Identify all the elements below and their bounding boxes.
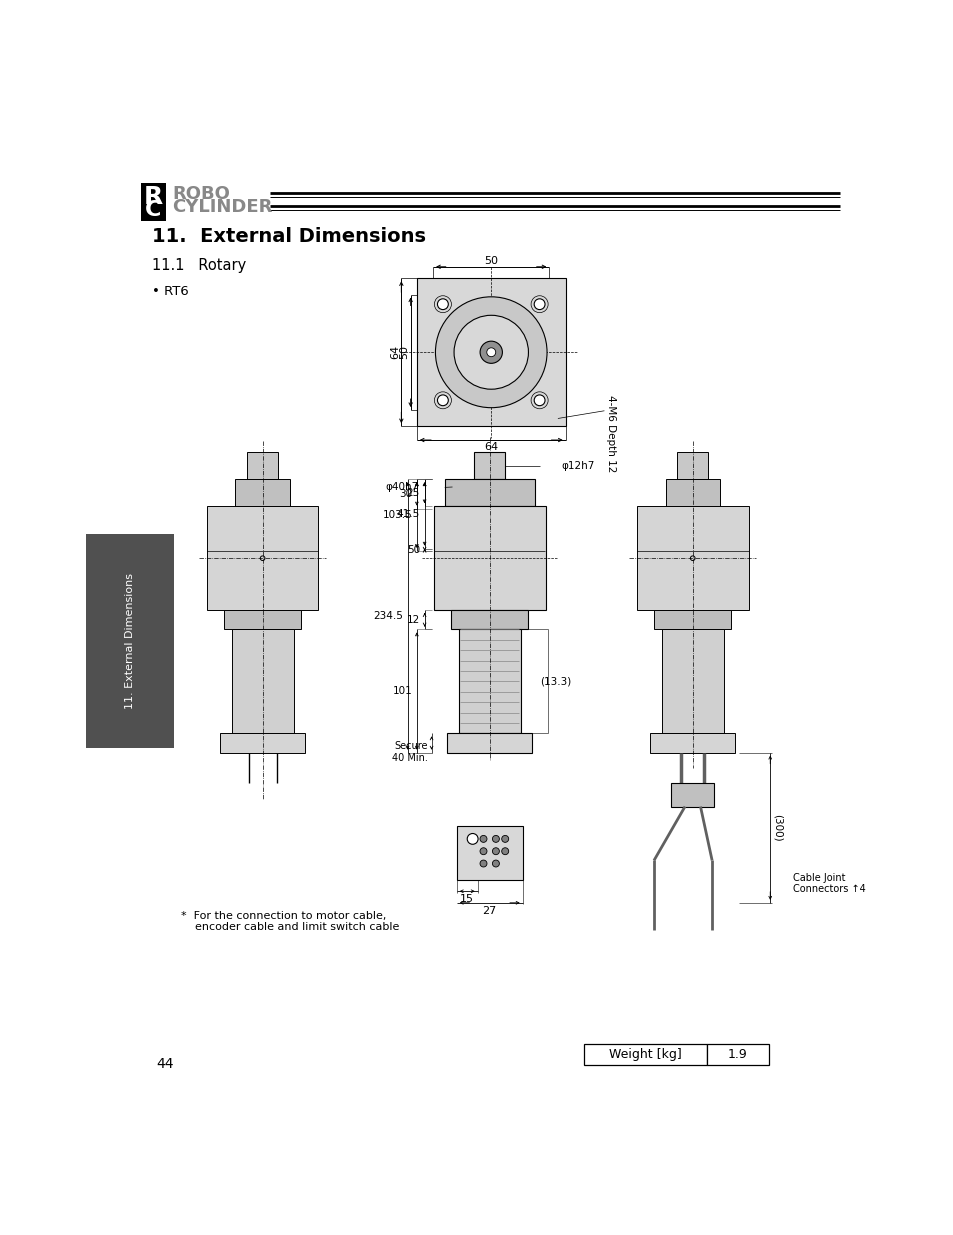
Circle shape [534,395,544,405]
Text: • RT6: • RT6 [152,285,189,298]
Text: φ12h7: φ12h7 [561,461,595,471]
Bar [232,630,294,734]
Text: 50: 50 [484,257,497,267]
Circle shape [479,835,486,842]
Bar [416,278,565,426]
Bar [220,734,305,752]
Circle shape [467,834,477,845]
Text: Secure
40 Min.: Secure 40 Min. [392,741,427,763]
Bar [451,610,528,630]
Text: Cable Joint
Connectors ↑4: Cable Joint Connectors ↑4 [793,873,865,894]
Text: C: C [145,200,161,220]
Bar [649,734,735,752]
Text: 12: 12 [406,615,419,625]
Bar [458,630,520,734]
Bar [434,506,545,610]
Bar [456,826,522,879]
Circle shape [492,860,498,867]
Text: 27: 27 [482,905,497,915]
Circle shape [435,296,546,408]
Bar [661,630,723,734]
Text: 64: 64 [390,346,399,359]
Circle shape [479,341,502,363]
Text: (13.3): (13.3) [539,677,571,687]
Circle shape [501,835,508,842]
Circle shape [501,847,508,855]
Bar [141,183,166,211]
Text: 11.1   Rotary: 11.1 Rotary [152,258,246,273]
Bar [583,1044,706,1066]
Bar [677,452,707,479]
Text: 1.9: 1.9 [727,1049,747,1061]
Circle shape [479,860,486,867]
Text: 44: 44 [156,1057,173,1072]
Text: 30: 30 [398,489,412,499]
Text: (300): (300) [772,814,782,841]
Bar [637,506,748,610]
Bar [670,783,714,806]
Text: 15: 15 [459,894,474,904]
Circle shape [492,835,498,842]
Text: 101: 101 [392,687,412,697]
Circle shape [534,299,544,310]
Text: *  For the connection to motor cable,
    encoder cable and limit switch cable: * For the connection to motor cable, enc… [181,910,399,932]
Bar [654,610,731,630]
Bar [247,452,278,479]
Text: 64: 64 [484,442,497,452]
Bar [447,734,532,752]
Bar [665,479,720,506]
Bar [224,610,301,630]
Bar [235,479,290,506]
Circle shape [479,847,486,855]
Bar [444,479,534,506]
Text: 234.5: 234.5 [373,611,402,621]
Text: R: R [144,185,163,209]
Circle shape [437,395,448,405]
Text: 103.5: 103.5 [382,510,412,520]
Circle shape [486,348,496,357]
Text: Weight [kg]: Weight [kg] [608,1049,681,1061]
Text: CYLINDER: CYLINDER [172,199,272,216]
Text: 11. External Dimensions: 11. External Dimensions [125,573,135,709]
Text: 4-M6 Depth 12: 4-M6 Depth 12 [605,395,615,473]
Bar [474,452,505,479]
Bar [141,199,166,221]
Text: ROBO: ROBO [172,185,230,204]
Text: 50: 50 [399,346,409,359]
Circle shape [492,847,498,855]
Circle shape [437,299,448,310]
Bar [706,1044,768,1066]
Text: 50: 50 [406,545,419,555]
Text: 11.  External Dimensions: 11. External Dimensions [152,227,425,246]
Bar [207,506,318,610]
Text: 25: 25 [406,488,419,498]
Circle shape [454,315,528,389]
Text: 41.5: 41.5 [396,509,419,519]
Text: φ40h7: φ40h7 [385,482,418,492]
